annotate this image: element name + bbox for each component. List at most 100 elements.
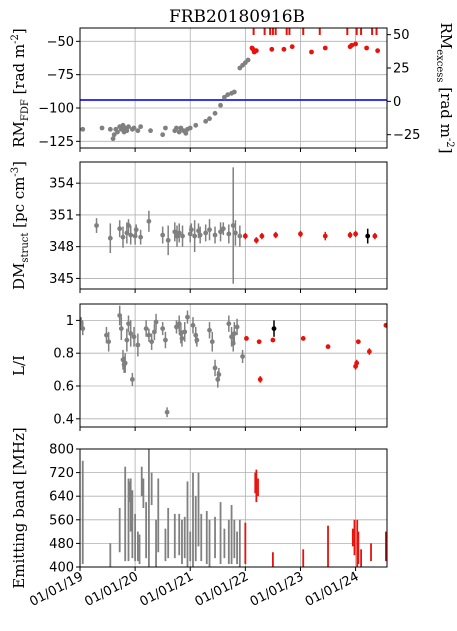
- data-point: [172, 229, 178, 235]
- data-point: [273, 232, 279, 238]
- y-tick-label: 354: [49, 177, 74, 192]
- y-axis-label: Emitting band [MHz]: [10, 427, 28, 588]
- y-axis-label: RMFDF [rad m-2]: [10, 28, 31, 148]
- data-point: [120, 234, 126, 240]
- data-point: [366, 349, 372, 354]
- data-point: [353, 41, 358, 47]
- data-point: [212, 232, 218, 238]
- chart-title: FRB20180916B: [169, 7, 305, 27]
- data-point: [209, 339, 215, 345]
- data-point: [218, 102, 223, 108]
- x-tick-label: 01/01/24: [303, 569, 362, 610]
- x-tick-label: 01/01/22: [193, 569, 252, 610]
- y2-tick-label: 25: [393, 62, 410, 77]
- data-point: [234, 324, 240, 330]
- data-point: [185, 314, 190, 320]
- data-point: [365, 233, 371, 239]
- data-point: [383, 322, 387, 328]
- y-tick-label: 480: [49, 537, 74, 552]
- data-point: [253, 48, 259, 54]
- data-point: [80, 326, 86, 331]
- x-tick-label: 01/01/20: [82, 569, 141, 610]
- data-point: [128, 232, 134, 238]
- data-point: [94, 223, 99, 228]
- x-tick-label: 01/01/23: [248, 569, 307, 610]
- y-tick-label: 348: [49, 240, 74, 255]
- data-point: [126, 124, 131, 130]
- data-point: [231, 89, 237, 95]
- data-point: [126, 223, 131, 228]
- data-point: [124, 337, 130, 343]
- data-point: [354, 360, 360, 366]
- data-point: [372, 233, 378, 239]
- y2-tick-label: 50: [393, 28, 410, 43]
- data-point: [99, 125, 105, 131]
- y-tick-label: 0.6: [53, 380, 74, 395]
- data-point: [270, 337, 276, 343]
- axes-frame: [79, 161, 388, 290]
- data-point: [106, 339, 112, 345]
- data-point: [107, 235, 113, 241]
- data-point: [325, 344, 331, 350]
- data-point: [207, 116, 212, 122]
- data-point: [192, 233, 198, 239]
- data-point: [197, 232, 203, 238]
- data-point: [160, 132, 166, 138]
- data-point: [153, 319, 159, 325]
- data-point: [135, 342, 141, 348]
- data-point: [349, 42, 355, 48]
- data-point: [187, 125, 193, 131]
- data-point: [222, 94, 227, 100]
- data-point: [131, 125, 137, 131]
- data-point: [245, 57, 251, 63]
- data-point: [259, 233, 265, 239]
- data-point: [118, 326, 124, 331]
- data-point: [129, 377, 135, 382]
- axes-frame: [79, 27, 388, 149]
- data-point: [124, 128, 130, 134]
- data-point: [242, 233, 248, 239]
- y-tick-label: 351: [49, 208, 74, 223]
- data-point: [149, 339, 155, 345]
- data-point: [353, 231, 358, 237]
- data-point: [180, 233, 185, 239]
- y-tick-label: −50: [47, 35, 74, 50]
- data-marks: [80, 305, 387, 418]
- data-point: [143, 326, 149, 331]
- data-point: [207, 327, 212, 333]
- data-point: [322, 233, 328, 239]
- data-point: [117, 226, 123, 232]
- data-point: [244, 336, 249, 341]
- data-point: [237, 233, 243, 239]
- data-point: [107, 126, 113, 132]
- data-marks: [64, 167, 378, 284]
- data-point: [300, 336, 306, 341]
- data-point: [105, 19, 110, 24]
- data-point: [225, 92, 231, 98]
- data-point: [257, 377, 263, 382]
- y2-tick-label: −25: [393, 128, 420, 143]
- gridlines: [79, 28, 387, 148]
- panel-band: 400 480 560 640 720 800: [49, 443, 388, 576]
- data-point: [182, 329, 188, 335]
- data-point: [233, 230, 238, 236]
- data-point: [281, 46, 287, 52]
- data-point: [133, 227, 139, 233]
- data-point: [375, 48, 381, 54]
- data-marks: [81, 449, 387, 567]
- data-point: [148, 128, 153, 134]
- data-point: [269, 46, 275, 52]
- data-point: [111, 132, 117, 138]
- panels: −125 −100 −75 −50 −25 0 25 50 RMexcess [rad m-2]…: [10, 19, 455, 610]
- data-point: [138, 124, 144, 130]
- data-point: [163, 337, 168, 343]
- data-point: [218, 229, 223, 235]
- y-tick-label: 345: [49, 272, 74, 287]
- data-point: [183, 130, 189, 136]
- data-point: [64, 228, 69, 233]
- axes-frame: [79, 303, 388, 428]
- data-point: [160, 326, 166, 331]
- data-point: [193, 122, 199, 128]
- data-point: [271, 326, 277, 331]
- data-point: [80, 126, 86, 132]
